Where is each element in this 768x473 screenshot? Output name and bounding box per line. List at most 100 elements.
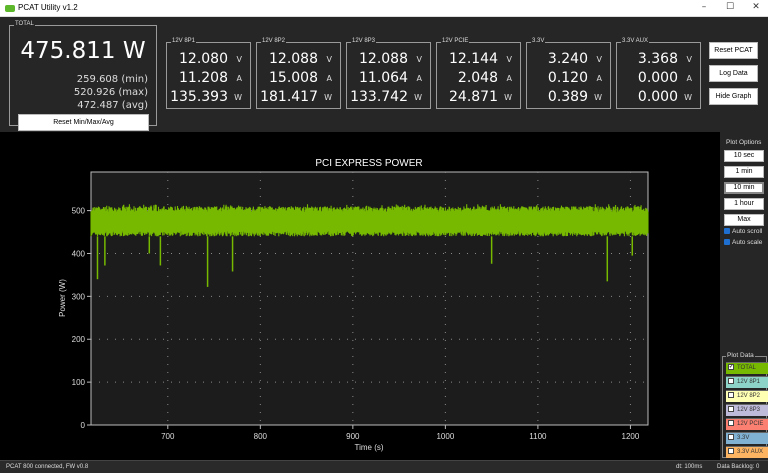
y-axis-label: Power (W)	[58, 279, 67, 317]
minimize-button[interactable]: –	[701, 2, 707, 12]
readout-panel: TOTAL 475.811 W 259.608 (min) 520.926 (m…	[0, 17, 768, 132]
rail-a-value: 2.048	[457, 70, 498, 86]
range-button[interactable]: 10 sec	[724, 150, 764, 162]
unit-label: W	[594, 93, 602, 102]
rail-v-value: 12.144	[449, 51, 498, 67]
rail-w-value: 135.393	[170, 89, 228, 105]
checkbox-checked-icon: ✔	[728, 364, 734, 371]
hide-graph-button[interactable]: Hide Graph	[709, 88, 758, 105]
x-tick-label: 1000	[436, 432, 454, 441]
auto-scroll-label: Auto scroll	[732, 228, 763, 235]
y-tick-label: 0	[81, 421, 86, 430]
y-tick-label: 300	[72, 292, 86, 301]
rail-v-value: 12.080	[179, 51, 228, 67]
title-bar: PCAT Utility v1.2 – ☐ ✕	[0, 0, 768, 17]
log-data-button[interactable]: Log Data	[709, 65, 758, 82]
x-tick-label: 1100	[529, 432, 547, 441]
y-tick-label: 500	[72, 207, 86, 216]
plot-options-title: Plot Options	[726, 139, 762, 146]
rail-v-value: 3.368	[637, 51, 678, 67]
unit-label: A	[686, 74, 692, 83]
unit-label: W	[324, 93, 332, 102]
total-power: 475.811 W	[20, 38, 146, 64]
checkbox-icon	[728, 434, 734, 441]
y-tick-label: 200	[72, 335, 86, 344]
range-button[interactable]: 1 min	[724, 166, 764, 178]
rail-label: 3.3V AUX	[621, 38, 650, 44]
checkbox-checked-icon	[724, 239, 730, 246]
range-button[interactable]: Max	[724, 214, 764, 226]
plot-data-label: 12V 8P1	[737, 379, 761, 385]
auto-scroll-checkbox[interactable]: Auto scroll	[724, 228, 762, 235]
checkbox-icon	[728, 448, 734, 455]
total-group: TOTAL 475.811 W 259.608 (min) 520.926 (m…	[9, 21, 157, 131]
rail-w-value: 181.417	[260, 89, 318, 105]
plot-data-title: Plot Data	[726, 352, 755, 359]
rail-a-value: 0.000	[637, 70, 678, 86]
checkbox-icon	[728, 406, 734, 413]
plot-data-toggle[interactable]: 12V PCIE	[726, 418, 768, 430]
plot-data-toggle[interactable]: ✔ TOTAL	[726, 362, 768, 374]
unit-label: W	[504, 93, 512, 102]
plot-data-label: 3.3V AUX	[737, 449, 764, 455]
rail-v-value: 3.240	[547, 51, 588, 67]
rail-v-value: 12.088	[269, 51, 318, 67]
unit-label: W	[414, 93, 422, 102]
total-power-line	[90, 204, 649, 237]
rail-a-value: 11.064	[359, 70, 408, 86]
rail-12v-8p3: 12V 8P3 12.088 V 11.064 A 133.742 W	[346, 38, 431, 109]
dt-status: dt: 100ms	[676, 464, 703, 470]
power-chart: 0 100 200 300 400 500 700 800 900 1000 1100 1200 PC…	[58, 158, 649, 452]
x-tick-label: 900	[346, 432, 360, 441]
window-title: PCAT Utility v1.2	[18, 3, 78, 12]
unit-label: V	[326, 55, 332, 64]
reset-pcat-button[interactable]: Reset PCAT	[709, 42, 758, 59]
unit-label: W	[234, 93, 242, 102]
total-label: TOTAL	[14, 21, 35, 27]
auto-scale-checkbox[interactable]: Auto scale	[724, 239, 762, 246]
rail-v-value: 12.088	[359, 51, 408, 67]
unit-label: A	[416, 74, 422, 83]
side-panel: Plot Options 10 sec 1 min 10 min 1 hour Max …	[720, 132, 768, 460]
unit-label: W	[684, 93, 692, 102]
unit-label: V	[506, 55, 512, 64]
unit-label: V	[686, 55, 692, 64]
close-button[interactable]: ✕	[752, 2, 760, 12]
rail-12v-8p1: 12V 8P1 12.080 V 11.208 A 135.393 W	[166, 38, 251, 109]
plot-data-label: 12V 8P2	[737, 393, 761, 399]
rail-3-3v-aux: 3.3V AUX 3.368 V 0.000 A 0.000 W	[616, 38, 701, 109]
rail-w-value: 0.389	[547, 89, 588, 105]
plot-data-group: Plot Data ✔ TOTAL 12V 8P1 12V 8P2 12V 8P3 12V…	[722, 352, 768, 458]
x-tick-label: 1200	[622, 432, 640, 441]
plot-data-toggle[interactable]: 12V 8P3	[726, 404, 768, 416]
rail-label: 12V 8P2	[261, 38, 287, 44]
rail-w-value: 24.871	[449, 89, 498, 105]
rail-label: 12V 8P1	[171, 38, 197, 44]
rail-a-value: 0.120	[547, 70, 588, 86]
unit-label: A	[506, 74, 512, 83]
checkbox-icon	[728, 378, 734, 385]
x-axis-label: Time (s)	[354, 443, 383, 452]
rail-w-value: 0.000	[637, 89, 678, 105]
range-button[interactable]: 10 min	[724, 182, 764, 194]
rail-3-3v: 3.3V 3.240 V 0.120 A 0.389 W	[526, 38, 611, 109]
auto-scale-label: Auto scale	[732, 239, 763, 246]
range-button[interactable]: 1 hour	[724, 198, 764, 210]
unit-label: V	[416, 55, 422, 64]
plot-data-toggle[interactable]: 12V 8P2	[726, 390, 768, 402]
maximize-button[interactable]: ☐	[725, 2, 735, 12]
chart-title: PCI EXPRESS POWER	[315, 158, 422, 169]
plot-data-label: 12V 8P3	[737, 407, 761, 413]
y-tick-label: 400	[72, 249, 86, 258]
status-bar: PCAT 800 connected, FW v0.8 dt: 100ms Da…	[0, 460, 768, 473]
total-max: 520.926 (max)	[73, 87, 148, 98]
plot-data-toggle[interactable]: 12V 8P1	[726, 376, 768, 388]
plot-data-toggle[interactable]: 3.3V	[726, 432, 768, 444]
reset-min-max-avg-button[interactable]: Reset Min/Max/Avg	[18, 114, 149, 131]
unit-label: V	[236, 55, 242, 64]
plot-data-label: 12V PCIE	[737, 421, 764, 427]
plot-data-toggle[interactable]: 3.3V AUX	[726, 446, 768, 458]
rail-12v-pcie: 12V PCIE 12.144 V 2.048 A 24.871 W	[436, 38, 521, 109]
unit-label: V	[596, 55, 602, 64]
rail-label: 12V 8P3	[351, 38, 377, 44]
